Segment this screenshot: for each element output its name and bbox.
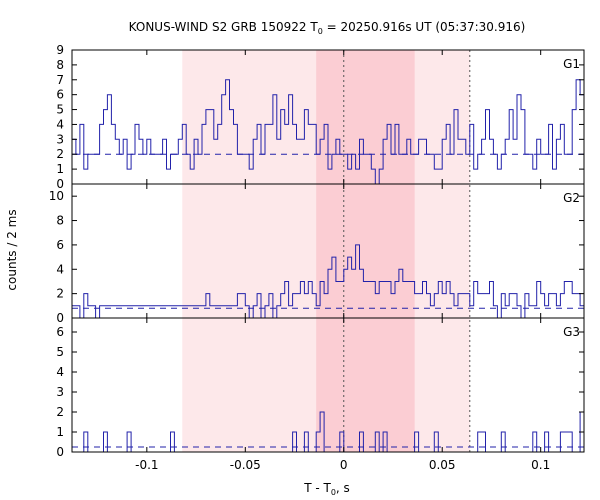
chart-title: KONUS-WIND S2 GRB 150922 T0 = 20250.916s… <box>129 20 526 36</box>
series-line-G2 <box>72 244 585 319</box>
y-tick-label-G1-6: 6 <box>56 88 64 102</box>
y-tick-label-G2-5: 10 <box>49 189 64 203</box>
series-line-G1 <box>72 79 585 185</box>
y-axis-label: counts / 2 ms <box>5 209 19 290</box>
y-tick-label-G1-8: 8 <box>56 58 64 72</box>
y-tick-label-G3-2: 2 <box>56 405 64 419</box>
x-axis-label: T - T0, s <box>303 481 350 497</box>
y-tick-label-G2-4: 8 <box>56 214 64 228</box>
x-tick-label-1: -0.05 <box>230 458 261 472</box>
panel-label-G2: G2 <box>563 191 580 205</box>
y-tick-label-G3-4: 4 <box>56 365 64 379</box>
series-lines <box>72 79 585 453</box>
y-tick-label-G3-1: 1 <box>56 425 64 439</box>
y-tick-label-G3-0: 0 <box>56 445 64 459</box>
panel-label-G1: G1 <box>563 57 580 71</box>
y-tick-label-G1-3: 3 <box>56 132 64 146</box>
y-tick-label-G1-2: 2 <box>56 147 64 161</box>
y-tick-label-G2-3: 6 <box>56 238 64 252</box>
panel-frame-G3 <box>71 317 585 453</box>
y-tick-label-G1-7: 7 <box>56 73 64 87</box>
marker-lines <box>343 50 471 452</box>
y-tick-label-G1-5: 5 <box>56 103 64 117</box>
y-tick-label-G3-5: 5 <box>56 345 64 359</box>
y-tick-label-G3-3: 3 <box>56 385 64 399</box>
y-tick-label-G1-1: 1 <box>56 162 64 176</box>
y-tick-label-G1-0: 0 <box>56 177 64 191</box>
highlight-region-1 <box>316 50 415 452</box>
x-tick-label-0: -0.1 <box>135 458 158 472</box>
panel-label-G3: G3 <box>563 325 580 339</box>
y-tick-label-G3-6: 6 <box>56 325 64 339</box>
tick-marks <box>72 49 584 453</box>
y-tick-label-G1-4: 4 <box>56 117 64 131</box>
x-tick-label-4: 0.1 <box>531 458 550 472</box>
y-tick-label-G2-2: 4 <box>56 262 64 276</box>
y-tick-label-G1-9: 9 <box>56 43 64 57</box>
y-tick-label-G2-0: 0 <box>56 311 64 325</box>
x-tick-label-3: 0.05 <box>429 458 456 472</box>
x-tick-label-2: 0 <box>340 458 348 472</box>
y-tick-label-G2-1: 2 <box>56 287 64 301</box>
panel-frames <box>71 49 585 453</box>
highlight-regions <box>182 50 470 452</box>
